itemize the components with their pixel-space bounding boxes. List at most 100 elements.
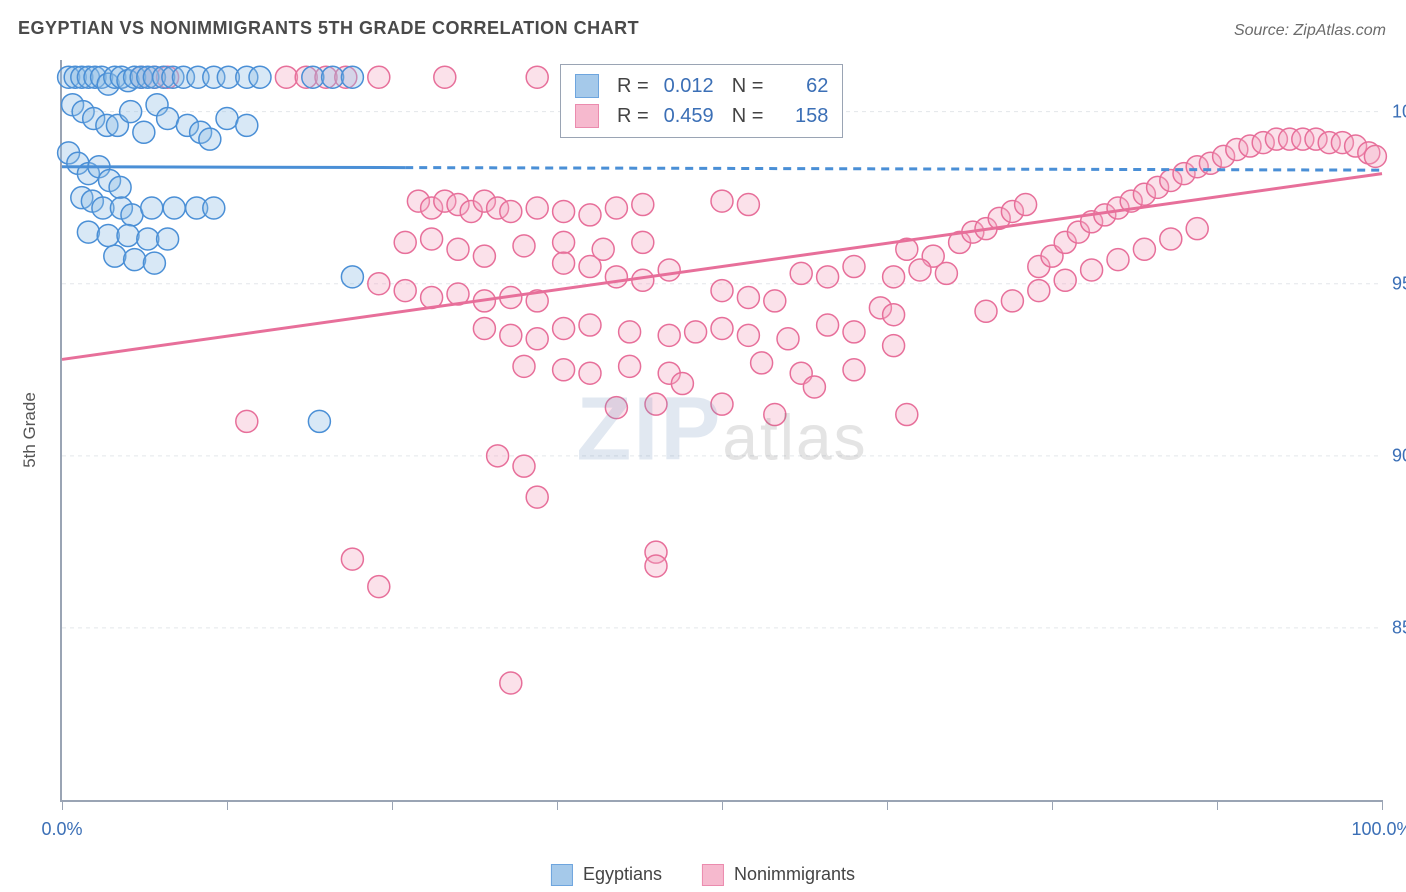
chart-title: EGYPTIAN VS NONIMMIGRANTS 5TH GRADE CORR… (18, 18, 639, 39)
data-point (434, 66, 456, 88)
n-label: N = (732, 71, 764, 101)
data-point (711, 393, 733, 415)
x-tick (1052, 800, 1053, 810)
data-point (1186, 218, 1208, 240)
data-point (685, 321, 707, 343)
data-point (97, 225, 119, 247)
data-point (843, 359, 865, 381)
data-point (632, 231, 654, 253)
data-point (473, 317, 495, 339)
data-point (421, 228, 443, 250)
data-point (711, 190, 733, 212)
data-point (605, 266, 627, 288)
data-point (896, 404, 918, 426)
data-point (883, 266, 905, 288)
y-tick-label: 85.0% (1392, 617, 1406, 638)
data-point (817, 266, 839, 288)
data-point (513, 455, 535, 477)
data-point (737, 194, 759, 216)
r-value-egyptians: 0.012 (659, 71, 714, 101)
data-point (394, 231, 416, 253)
swatch-nonimmigrants (575, 104, 599, 128)
data-point (157, 228, 179, 250)
data-point (302, 66, 324, 88)
data-point (553, 200, 575, 222)
data-point (1015, 194, 1037, 216)
y-tick-label: 90.0% (1392, 445, 1406, 466)
stats-legend-box: R = 0.012 N = 62 R = 0.459 N = 158 (560, 64, 843, 138)
data-point (203, 197, 225, 219)
swatch-egyptians (575, 74, 599, 98)
data-point (777, 328, 799, 350)
data-point (975, 300, 997, 322)
data-point (645, 555, 667, 577)
plot-svg (62, 60, 1382, 800)
data-point (553, 252, 575, 274)
r-label: R = (617, 71, 649, 101)
y-tick-label: 95.0% (1392, 273, 1406, 294)
data-point (513, 235, 535, 257)
data-point (526, 486, 548, 508)
data-point (605, 197, 627, 219)
data-point (368, 576, 390, 598)
data-point (1107, 249, 1129, 271)
data-point (605, 397, 627, 419)
data-point (909, 259, 931, 281)
n-value-egyptians: 62 (773, 71, 828, 101)
stats-row-egyptians: R = 0.012 N = 62 (575, 71, 828, 101)
x-tick (227, 800, 228, 810)
stats-row-nonimmigrants: R = 0.459 N = 158 (575, 101, 828, 131)
data-point (803, 376, 825, 398)
data-point (500, 672, 522, 694)
data-point (143, 252, 165, 274)
data-point (500, 324, 522, 346)
trendline-egyptians-dashed (405, 168, 1382, 171)
data-point (658, 259, 680, 281)
data-point (368, 273, 390, 295)
r-label: R = (617, 101, 649, 131)
data-point (157, 108, 179, 130)
data-point (619, 355, 641, 377)
swatch-nonimmigrants-icon (702, 864, 724, 886)
data-point (368, 66, 390, 88)
data-point (553, 231, 575, 253)
data-point (658, 324, 680, 346)
data-point (711, 280, 733, 302)
data-point (553, 317, 575, 339)
data-point (843, 321, 865, 343)
data-point (1028, 280, 1050, 302)
data-point (764, 404, 786, 426)
data-point (737, 324, 759, 346)
data-point (737, 286, 759, 308)
data-point (236, 410, 258, 432)
x-tick (722, 800, 723, 810)
r-value-nonimmigrants: 0.459 (659, 101, 714, 131)
data-point (322, 66, 344, 88)
x-tick (1217, 800, 1218, 810)
data-point (249, 66, 271, 88)
data-point (104, 245, 126, 267)
data-point (526, 328, 548, 350)
n-value-nonimmigrants: 158 (773, 101, 828, 131)
data-point (133, 121, 155, 143)
swatch-egyptians-icon (551, 864, 573, 886)
data-point (216, 108, 238, 130)
data-point (935, 262, 957, 284)
data-point (124, 249, 146, 271)
source-name: ZipAtlas.com (1294, 22, 1386, 39)
data-point (141, 197, 163, 219)
data-point (109, 176, 131, 198)
data-point (487, 445, 509, 467)
data-point (163, 197, 185, 219)
data-point (1133, 238, 1155, 260)
legend-item-egyptians: Egyptians (551, 864, 662, 886)
data-point (1160, 228, 1182, 250)
series-legend: Egyptians Nonimmigrants (551, 864, 855, 886)
data-point (394, 280, 416, 302)
legend-label-egyptians: Egyptians (583, 864, 662, 884)
data-point (341, 66, 363, 88)
data-point (843, 256, 865, 278)
data-point (513, 355, 535, 377)
data-point (526, 197, 548, 219)
x-tick (62, 800, 63, 810)
